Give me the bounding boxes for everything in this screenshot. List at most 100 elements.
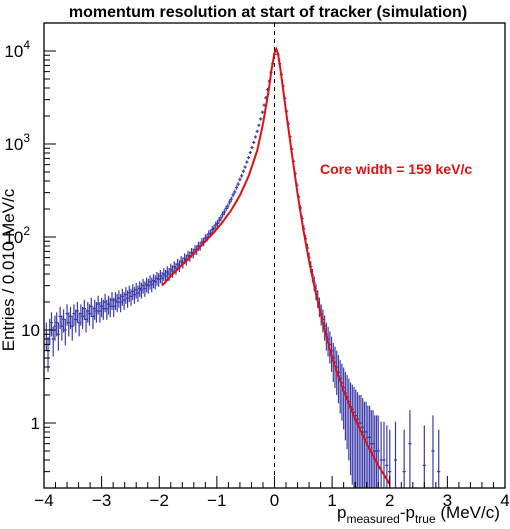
hist-bin	[219, 214, 223, 222]
hist-bin	[70, 315, 74, 341]
x-tick-label: 1	[327, 491, 336, 510]
hist-bin	[352, 386, 356, 488]
hist-bin	[125, 290, 130, 308]
hist-bin	[422, 425, 426, 488]
hist-bin	[65, 304, 69, 326]
hist-bin	[120, 288, 124, 306]
hist-bin	[174, 262, 178, 275]
hist-bin	[393, 421, 398, 488]
hist-bin	[67, 312, 71, 337]
hist-bin	[89, 297, 93, 318]
hist-bin	[348, 382, 353, 476]
hist-bin	[236, 182, 240, 187]
hist-bin	[98, 302, 102, 323]
hist-bin	[122, 292, 126, 310]
x-tick-label: 2	[385, 491, 394, 510]
hist-bin	[72, 304, 76, 326]
hist-bin	[136, 285, 140, 302]
x-tick-label: −1	[207, 491, 226, 510]
hist-bin	[373, 415, 377, 488]
hist-bin	[233, 189, 237, 195]
hist-bin	[431, 415, 435, 488]
hist-bin	[129, 288, 133, 306]
hist-bin	[119, 293, 123, 313]
hist-bin	[227, 199, 232, 205]
hist-bin	[63, 318, 67, 346]
y-tick-exponent: 3	[23, 131, 30, 145]
hist-bin	[259, 117, 263, 121]
hist-bin	[53, 315, 57, 341]
hist-bin	[343, 371, 347, 441]
hist-bin	[371, 410, 375, 488]
hist-bin	[210, 226, 214, 234]
hist-bin	[437, 429, 441, 488]
hist-bin	[231, 192, 235, 198]
hist-bin	[75, 302, 80, 323]
x-tick-label: −4	[34, 491, 53, 510]
hist-bin	[162, 268, 166, 281]
x-title-unit: (MeV/c)	[436, 503, 500, 522]
x-tick-label: −3	[92, 491, 111, 510]
hist-bin	[91, 306, 95, 329]
hist-bin	[44, 322, 48, 351]
hist-bin	[155, 272, 159, 286]
hist-bin	[74, 309, 78, 333]
hist-bin	[100, 297, 104, 318]
hist-bin	[222, 209, 226, 216]
hist-bin	[96, 295, 100, 315]
histogram-series	[44, 48, 441, 488]
x-axis-title: pmeasured-ptrue (MeV/c)	[337, 503, 500, 526]
hist-bin	[217, 216, 221, 224]
hist-bin	[112, 297, 116, 318]
x-title-sub1: measured	[346, 512, 399, 526]
hist-bin	[106, 295, 111, 315]
hist-bin	[408, 410, 412, 488]
hist-bin	[238, 177, 242, 182]
x-tick-label: 3	[443, 491, 452, 510]
hist-bin	[110, 292, 114, 310]
hist-bin	[60, 315, 64, 341]
hist-bin	[113, 292, 118, 310]
hist-bin	[134, 282, 138, 299]
hist-bin	[382, 421, 386, 488]
y-axis-title: Entries / 0.010 MeV/c	[0, 188, 18, 351]
hist-bin	[260, 110, 264, 114]
hist-bin	[165, 266, 169, 279]
hist-bin	[84, 309, 88, 333]
hist-bin	[245, 160, 249, 164]
hist-bin	[241, 169, 245, 174]
x-tick-label: 0	[270, 491, 279, 510]
hist-bin	[82, 299, 86, 320]
x-title-main: p	[337, 503, 346, 522]
hist-bin	[215, 220, 220, 227]
hist-bin	[252, 140, 256, 145]
hist-bin	[143, 281, 147, 297]
x-title-sub2: true	[415, 512, 436, 526]
y-tick-exponent: 4	[23, 38, 30, 52]
hist-bin	[115, 293, 119, 313]
x-tick-label: 4	[500, 491, 509, 510]
hist-bin	[81, 306, 85, 329]
hist-bin	[243, 165, 247, 169]
hist-bin	[359, 395, 363, 488]
hist-bin	[138, 281, 142, 297]
hist-bin	[248, 150, 252, 155]
hist-bin	[214, 221, 218, 229]
hist-bin	[379, 421, 383, 488]
hist-bin	[131, 284, 135, 301]
hist-bin	[61, 309, 66, 333]
hist-bin	[229, 196, 233, 202]
hist-bin	[94, 302, 99, 323]
plot-area	[44, 23, 441, 488]
hist-bin	[68, 306, 73, 329]
hist-bin	[354, 389, 358, 488]
y-tick-label: 104	[4, 38, 30, 61]
hist-bin	[355, 392, 360, 488]
x-axis: −4 −3 −2 −1 0 1 2 3 4	[34, 476, 510, 510]
x-title-dash: -p	[400, 503, 415, 522]
core-width-annotation: Core width = 159 keV/c	[320, 161, 472, 177]
hist-bin	[49, 312, 54, 337]
hist-bin	[255, 129, 259, 133]
hist-bin	[250, 145, 254, 150]
